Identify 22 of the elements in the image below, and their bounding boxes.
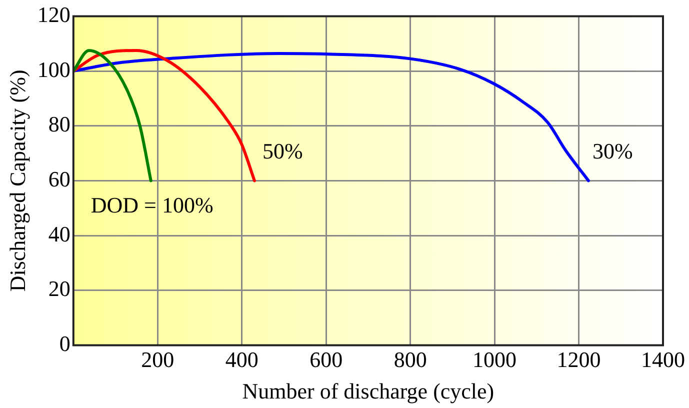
x-tick-label: 200: [141, 347, 174, 372]
line-series: [73, 48, 256, 182]
y-tick-label: 120: [37, 2, 70, 27]
x-tick-label: 600: [310, 347, 343, 372]
y-tick-label: 80: [48, 112, 70, 137]
y-axis-title: Discharged Capacity (%): [4, 70, 30, 292]
x-tick-label: 800: [394, 347, 427, 372]
y-tick-label: 100: [37, 56, 70, 82]
line-series: [73, 52, 590, 182]
x-tick-label: 400: [225, 347, 258, 372]
y-tick-label: 60: [48, 166, 70, 192]
x-tick-label: 1000: [472, 347, 517, 372]
series-label: 50%: [262, 138, 303, 164]
y-tick-label: 20: [48, 276, 70, 302]
series-label: 30%: [592, 138, 633, 164]
x-tick-label: 1400: [641, 347, 685, 372]
series-label: DOD = 100%: [90, 192, 214, 218]
line-series: [73, 48, 152, 182]
y-tick-label: 0: [59, 330, 70, 356]
x-tick-label: 1200: [556, 347, 601, 372]
x-axis-title: Number of discharge (cycle): [242, 378, 494, 404]
y-tick-label: 40: [48, 221, 70, 246]
